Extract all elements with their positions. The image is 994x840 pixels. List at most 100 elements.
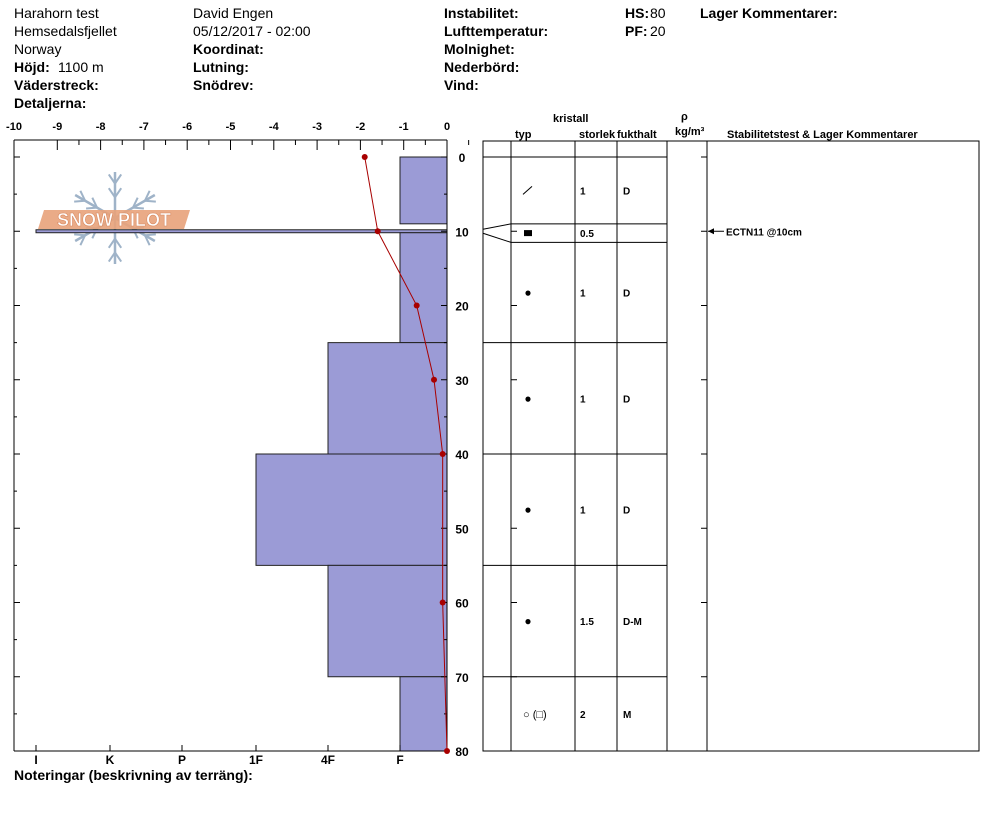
coordinate-label: Koordinat:	[193, 41, 264, 57]
terrain-notes-label: Noteringar (beskrivning av terräng):	[14, 767, 253, 783]
pf-label: PF:	[625, 23, 648, 39]
temp-tick-label: -5	[226, 121, 236, 133]
logo-flake-branch	[132, 227, 139, 239]
wetness-value: D	[623, 506, 630, 517]
crystal-size-value: 1	[580, 506, 586, 517]
depth-tick-label: 10	[455, 225, 469, 239]
logo-flake-branch	[79, 190, 87, 202]
instability-label: Instabilitet:	[444, 5, 519, 21]
wetness-value: D	[623, 186, 630, 197]
depth-tick-label: 30	[455, 374, 469, 388]
crystal-type-symbol: ●	[524, 503, 531, 517]
temp-tick-label: 0	[444, 121, 450, 133]
snowpilot-logo: SNOW PILOT	[38, 172, 190, 264]
depth-tick-label: 50	[455, 522, 469, 536]
wetness-value: D	[623, 289, 630, 300]
layer-table-frame	[482, 140, 980, 752]
location-name: Hemsedalsfjellet	[14, 23, 117, 39]
stability-arrow-head	[708, 228, 714, 235]
crystal-size-value: 1	[580, 394, 586, 405]
crystal-size-value: 1	[580, 289, 586, 300]
temperature-point	[431, 376, 438, 383]
logo-flake-branch	[132, 206, 144, 210]
crystal-size-value: 0.5	[580, 229, 594, 240]
type-header: typ	[515, 129, 532, 141]
logo-flake-branch	[91, 227, 98, 239]
hardness-bar	[327, 564, 448, 678]
stability-header: Stabilitetstest & Lager Kommentarer	[727, 129, 918, 141]
temperature-point	[374, 228, 381, 235]
depth-tick-label: 80	[455, 745, 469, 759]
air-temperature-label: Lufttemperatur:	[444, 23, 549, 39]
elevation-label: Höjd:	[14, 59, 50, 75]
logo-flake-branch	[132, 197, 139, 209]
logo-flake-branch	[114, 187, 123, 198]
hardness-bar	[399, 156, 448, 225]
hardness-tick-label: F	[396, 753, 403, 767]
temperature-point	[413, 302, 420, 309]
logo-flake-branch	[107, 173, 116, 185]
precipitation-label: Nederbörd:	[444, 59, 520, 75]
wetness-header: fukthalt	[617, 129, 657, 141]
logo-flake-branch	[107, 238, 116, 249]
crystal-type-symbol: ●	[524, 614, 531, 628]
temp-tick-label: -8	[96, 121, 106, 133]
logo-text: SNOW PILOT	[57, 210, 171, 230]
depth-tick-label: 70	[455, 671, 469, 685]
observer-name: David Engen	[193, 5, 274, 21]
stability-test-label: ECTN11 @10cm	[726, 227, 802, 238]
country-name: Norway	[14, 41, 62, 57]
slope-label: Lutning:	[193, 59, 249, 75]
hardness-bar	[35, 229, 448, 234]
temperature-point	[444, 748, 450, 754]
temp-tick-label: -10	[6, 121, 22, 133]
logo-flake-branch	[74, 199, 86, 203]
hardness-tick-label: 1F	[249, 753, 263, 767]
logo-flake-branch	[79, 234, 87, 246]
temperature-point	[439, 451, 446, 457]
density-symbol: ρ	[681, 111, 688, 123]
logo-flake-branch	[91, 197, 98, 209]
depth-tick-label: 0	[459, 151, 466, 165]
hs-value: 80	[650, 5, 666, 21]
layer-boundary-line	[482, 232, 512, 243]
logo-flake-branch	[107, 187, 116, 198]
crystal-type-symbol: ○ (□)	[523, 709, 547, 721]
temp-tick-label: -4	[269, 121, 280, 133]
wetness-value: M	[623, 710, 631, 721]
temp-tick-label: -9	[52, 121, 62, 133]
layer-boundary-line	[482, 223, 512, 230]
depth-tick-label: 40	[455, 448, 469, 462]
hardness-tick-label: 4F	[321, 753, 335, 767]
temp-tick-label: -7	[139, 121, 149, 133]
logo-flake-branch	[86, 206, 98, 210]
site-name: Harahorn test	[14, 5, 99, 21]
crystal-type-symbol: ●	[524, 286, 531, 300]
details-label: Detaljerna:	[14, 95, 87, 111]
temp-tick-label: -3	[312, 121, 322, 133]
crystal-header: kristall	[553, 113, 589, 125]
layer-comments-label: Lager Kommentarer:	[700, 5, 838, 21]
hardness-bar	[327, 342, 448, 455]
temp-tick-label: -1	[399, 121, 409, 133]
hardness-tick-label: I	[34, 753, 37, 767]
logo-flake-arm	[74, 216, 116, 243]
hardness-tick-label: K	[106, 753, 115, 767]
temp-tick-label: -6	[182, 121, 192, 133]
elevation-value: 1100 m	[58, 59, 104, 75]
hardness-bar	[255, 453, 448, 566]
depth-tick-label: 60	[455, 597, 469, 611]
temperature-point	[361, 154, 368, 160]
logo-flake-branch	[143, 190, 151, 202]
logo-flake-branch	[107, 251, 116, 263]
wetness-value: D	[623, 394, 630, 405]
temp-tick-label: -2	[356, 121, 366, 133]
logo-flake-branch	[144, 199, 156, 203]
logo-flake-arm	[114, 216, 156, 243]
hardness-tick-label: P	[178, 753, 186, 767]
density-unit: kg/m³	[675, 126, 705, 138]
logo-flake-branch	[144, 233, 156, 237]
hardness-bar	[399, 232, 448, 344]
hs-label: HS:	[625, 5, 650, 21]
logo-flake-branch	[74, 233, 86, 237]
